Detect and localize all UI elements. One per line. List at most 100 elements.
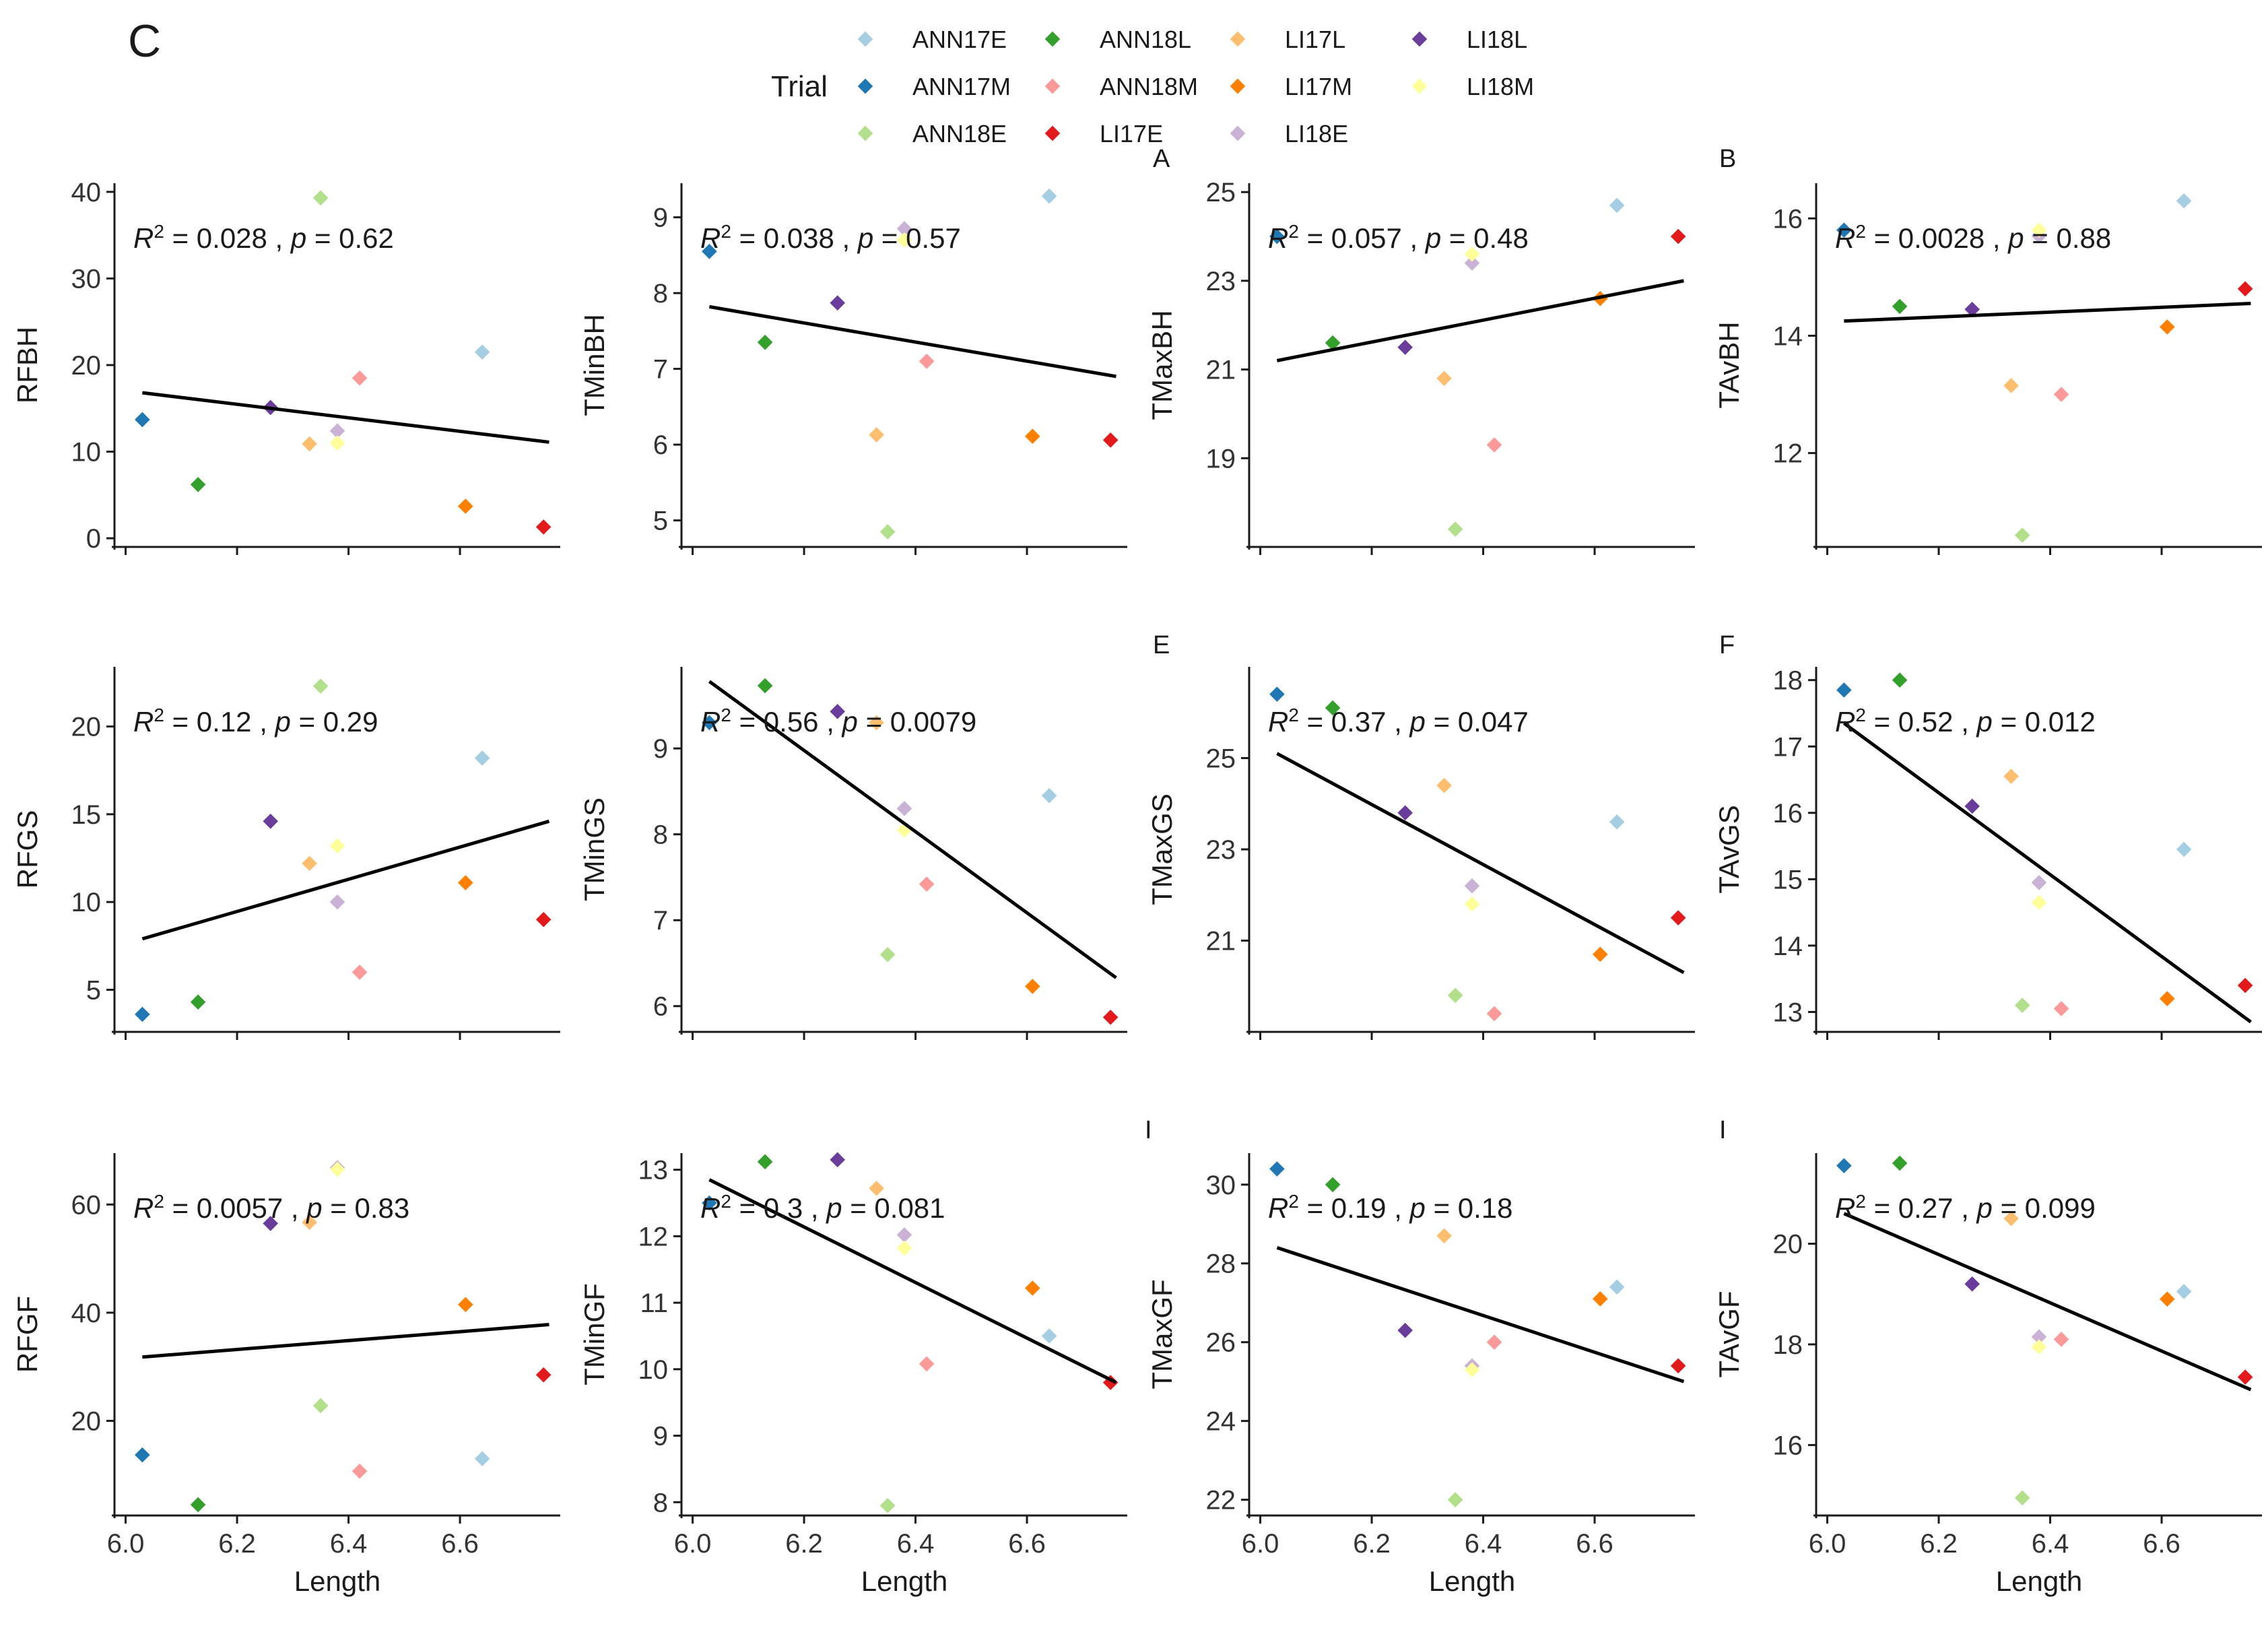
x-tick-label: 6.6 (441, 1529, 479, 1559)
point-ann17m (135, 1006, 150, 1022)
y-tick-label: 11 (640, 1289, 668, 1318)
point-li18l (1964, 1276, 1980, 1292)
point-li17e (1670, 1358, 1686, 1374)
legend-swatch-li18m (1411, 78, 1428, 94)
panel-letter-fragment: A (1153, 145, 1170, 173)
point-ann18m (919, 876, 935, 892)
point-li18l (263, 1216, 279, 1231)
point-li18m (1464, 247, 1480, 262)
point-ann17e (1041, 188, 1057, 204)
point-ann17e (474, 750, 490, 766)
x-tick-label: 6.2 (1920, 1529, 1958, 1559)
y-tick-label: 30 (71, 264, 102, 294)
y-tick-label: 14 (1773, 932, 1803, 961)
point-li17e (2237, 281, 2253, 297)
point-ann17e (2176, 841, 2192, 857)
point-ann18e (312, 1398, 329, 1414)
point-li17l (869, 715, 884, 731)
point-ann18e (879, 946, 896, 963)
point-li17e (1670, 228, 1686, 244)
point-ann17m (1836, 682, 1852, 698)
stat-annotation: R2 = 0.0028 , p = 0.88 (1835, 221, 2111, 255)
y-tick-label: 9 (653, 1422, 668, 1452)
stat-annotation: R2 = 0.27 , p = 0.099 (1835, 1191, 2096, 1225)
legend-swatch-ann17m (857, 78, 873, 94)
point-li18e (1464, 878, 1480, 894)
stat-annotation: R2 = 0.37 , p = 0.047 (1268, 705, 1529, 738)
regression-line (142, 391, 549, 444)
panel-tmaxgs: 21 23 25 TMaxGS R2 = 0.37 , p = 0.047 (1146, 667, 1695, 1040)
point-li18l (830, 1152, 846, 1168)
regression-line (1276, 1245, 1685, 1383)
y-tick-label: 0 (86, 524, 101, 554)
y-tick-label: 19 (1206, 444, 1236, 474)
point-ann18l (757, 678, 773, 694)
point-li18m (1464, 896, 1480, 912)
point-ann17e (2176, 193, 2192, 209)
y-tick-label: 22 (1206, 1486, 1236, 1515)
x-tick-label: 6.6 (1008, 1529, 1046, 1559)
y-tick-label: 20 (71, 351, 102, 381)
y-tick-label: 26 (1206, 1328, 1236, 1358)
point-ann18e (2014, 1490, 2030, 1506)
stat-annotation: R2 = 0.028 , p = 0.62 (133, 221, 394, 255)
point-li17l (869, 427, 884, 443)
point-ann17m (1836, 1158, 1852, 1173)
point-ann17e (1609, 1279, 1625, 1295)
point-li17m (458, 1297, 473, 1313)
y-axis-title: TAvGS (1713, 805, 1745, 893)
y-tick-label: 17 (1773, 732, 1803, 762)
panel-rfbh: 0 10 20 30 40 RFBH R2 = 0.028 , p = 0.62 (11, 178, 560, 555)
point-li17e (535, 1367, 552, 1383)
y-tick-label: 9 (653, 203, 668, 233)
y-axis-title: TAvBH (1713, 321, 1745, 408)
point-ann18m (919, 354, 935, 369)
point-ann18e (312, 678, 329, 694)
point-ann18l (190, 477, 206, 492)
y-tick-label: 20 (71, 1406, 102, 1436)
point-ann18m (2053, 1332, 2069, 1347)
legend-label-li18m: LI18M (1467, 73, 1534, 100)
point-li18e (329, 423, 345, 439)
panel-tmings: 6 7 8 9 TMinGS R2 = 0.56 , p = 0.0079 (578, 667, 1127, 1040)
point-ann18m (1486, 1334, 1502, 1350)
point-ann17e (1041, 787, 1057, 804)
point-ann17e (1609, 814, 1625, 830)
point-ann17e (2176, 1284, 2192, 1299)
y-tick-label: 5 (653, 507, 668, 536)
point-ann18m (1486, 437, 1502, 453)
legend-label-ann18m: ANN18M (1100, 73, 1198, 100)
x-tick-label: 6.6 (1576, 1529, 1613, 1559)
legend-swatch-li18l (1411, 31, 1428, 47)
legend-label-li17m: LI17M (1285, 73, 1352, 100)
point-ann18e (1447, 521, 1463, 537)
legend-swatch-ann18m (1044, 78, 1061, 94)
y-tick-label: 18 (1773, 666, 1803, 696)
point-li18l (1397, 339, 1413, 355)
legend-swatch-ann17e (857, 31, 873, 47)
y-tick-label: 23 (1206, 835, 1236, 865)
y-axis-title: TMinGF (578, 1283, 610, 1386)
point-li18l (263, 813, 279, 829)
legend-swatch-li17m (1230, 78, 1246, 94)
point-ann18l (1325, 1177, 1341, 1193)
y-tick-label: 14 (1773, 321, 1803, 351)
point-li17e (2237, 977, 2253, 993)
regression-line (141, 819, 550, 941)
regression-line (1276, 279, 1684, 362)
legend-swatch-li18e (1230, 125, 1246, 141)
y-tick-label: 24 (1206, 1407, 1236, 1437)
panel-letter-fragment: B (1719, 145, 1736, 173)
point-li17l (302, 1214, 317, 1231)
y-tick-label: 12 (1773, 439, 1803, 469)
y-tick-label: 21 (1206, 356, 1236, 385)
y-tick-label: 40 (71, 178, 102, 207)
point-li18l (1397, 805, 1413, 821)
x-tick-label: 6.4 (330, 1529, 368, 1559)
point-ann18m (2053, 1001, 2069, 1016)
x-axis-title: Length (294, 1565, 380, 1597)
point-li17m (2160, 991, 2175, 1007)
y-tick-label: 7 (653, 906, 668, 936)
point-li17l (302, 855, 317, 872)
